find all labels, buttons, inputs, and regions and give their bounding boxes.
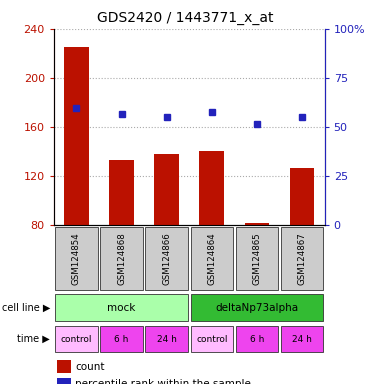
- Text: GSM124865: GSM124865: [252, 232, 262, 285]
- Text: GSM124867: GSM124867: [298, 232, 306, 285]
- Bar: [281, 326, 323, 352]
- Bar: [55, 326, 98, 352]
- Bar: [191, 227, 233, 290]
- Bar: [244, 223, 269, 225]
- Bar: [55, 295, 188, 321]
- Text: 24 h: 24 h: [157, 334, 177, 344]
- Bar: [55, 227, 98, 290]
- Bar: [281, 227, 323, 290]
- Text: 6 h: 6 h: [114, 334, 129, 344]
- Bar: [56, 360, 71, 373]
- Text: GSM124868: GSM124868: [117, 232, 126, 285]
- Text: control: control: [60, 334, 92, 344]
- Text: cell line ▶: cell line ▶: [2, 303, 50, 313]
- Text: deltaNp73alpha: deltaNp73alpha: [215, 303, 299, 313]
- Text: GSM124864: GSM124864: [207, 232, 216, 285]
- Bar: [64, 47, 89, 225]
- Bar: [100, 326, 143, 352]
- Bar: [191, 326, 233, 352]
- Bar: [290, 168, 315, 225]
- Text: time ▶: time ▶: [17, 334, 50, 344]
- Bar: [191, 295, 323, 321]
- Text: count: count: [75, 362, 105, 372]
- Bar: [236, 326, 278, 352]
- Bar: [145, 326, 188, 352]
- Bar: [56, 377, 71, 384]
- Bar: [199, 151, 224, 225]
- Text: GDS2420 / 1443771_x_at: GDS2420 / 1443771_x_at: [97, 11, 274, 25]
- Bar: [154, 154, 179, 225]
- Text: mock: mock: [107, 303, 136, 313]
- Text: GSM124854: GSM124854: [72, 232, 81, 285]
- Text: percentile rank within the sample: percentile rank within the sample: [75, 379, 251, 384]
- Bar: [100, 227, 143, 290]
- Text: control: control: [196, 334, 227, 344]
- Text: 24 h: 24 h: [292, 334, 312, 344]
- Bar: [145, 227, 188, 290]
- Text: GSM124866: GSM124866: [162, 232, 171, 285]
- Bar: [236, 227, 278, 290]
- Bar: [109, 160, 134, 225]
- Text: 6 h: 6 h: [250, 334, 264, 344]
